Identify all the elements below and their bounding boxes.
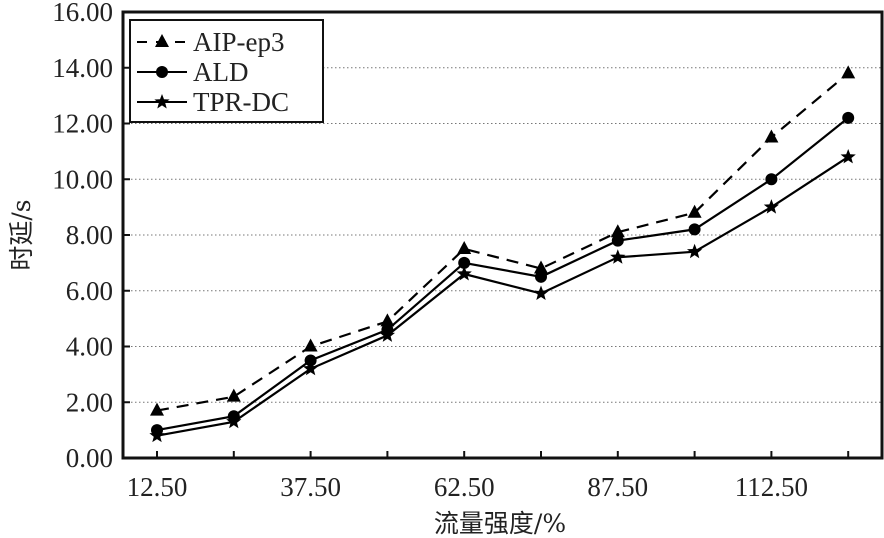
y-tick-label: 10.00 [52,164,113,194]
data-point-star [302,360,319,376]
data-point-circle [304,354,317,367]
data-point-triangle [687,204,702,218]
series-line [156,117,849,432]
data-point-triangle [841,65,856,79]
data-point-triangle [380,313,395,327]
y-tick-label: 4.00 [66,332,113,362]
legend-item: ALD [137,57,249,87]
data-point-star [379,327,396,342]
data-point-star [610,249,626,264]
x-tick-label: 62.50 [434,472,495,502]
data-point-triangle [610,224,625,238]
data-point-circle [842,111,855,124]
legend-marker-circle [156,66,168,78]
legend-label: ALD [193,57,249,87]
data-point-circle [611,234,624,247]
y-tick-label: 2.00 [66,387,113,417]
data-point-star [149,427,165,443]
y-tick-label: 14.00 [52,53,113,83]
legend-label: TPR-DC [193,87,289,117]
data-point-star [763,199,780,214]
legend-marker-star [154,94,170,109]
series-line [156,155,849,437]
series-layer [149,65,856,443]
x-tick-label: 37.50 [280,472,341,502]
y-axis: 0.00 2.00 4.00 6.00 8.00 10.00 12.00 14.00 16.00 [52,0,130,473]
series-ald [151,111,855,437]
y-tick-label: 6.00 [66,276,113,306]
legend-item: AIP-ep3 [137,27,284,57]
legend-item: TPR-DC [137,87,289,117]
data-point-triangle [764,129,779,143]
data-point-star [533,285,549,301]
x-tick-label: 87.50 [587,472,648,502]
y-axis-title: 时延/s [7,199,36,270]
data-point-circle [688,223,701,236]
y-tick-label: 0.00 [66,443,113,473]
y-tick-label: 12.00 [52,109,113,139]
legend-marker-triangle [155,34,169,47]
data-point-circle [765,173,778,186]
series-line [156,72,849,412]
x-tick-label: 112.50 [735,472,808,502]
series-aip-ep3 [150,65,856,416]
data-point-triangle [457,240,472,254]
data-point-triangle [303,338,318,352]
x-tick-label: 12.50 [127,472,188,502]
data-point-star [456,266,472,281]
x-axis-title: 流量强度/% [434,509,566,538]
data-point-triangle [534,260,548,274]
data-point-triangle [226,388,241,402]
data-point-circle [535,270,547,283]
data-point-triangle [150,402,164,416]
x-axis: 12.50 37.50 62.50 87.50 112.50 [127,451,850,502]
data-point-star [840,148,856,164]
data-point-circle [458,256,471,269]
y-tick-label: 16.00 [52,0,113,27]
grid-lines [123,67,882,403]
legend-label: AIP-ep3 [193,27,284,57]
data-point-star [226,413,242,429]
y-tick-label: 8.00 [66,220,113,250]
data-point-star [686,243,703,259]
series-tpr-dc [149,148,856,443]
